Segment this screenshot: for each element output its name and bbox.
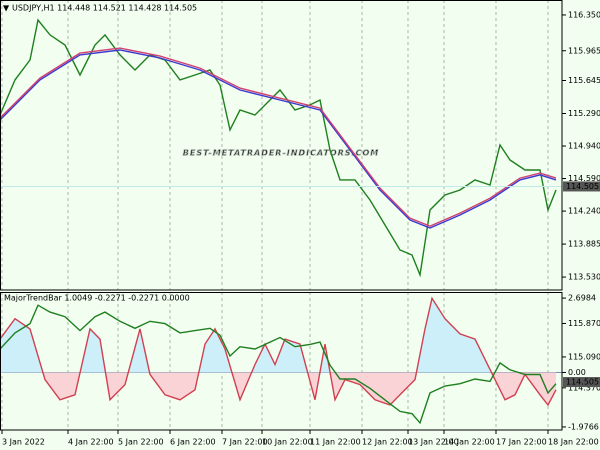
y-tick-label: 115.965 — [568, 46, 600, 55]
y-tick-label: 0.00 — [568, 368, 586, 377]
x-tick-label: 10 Jan 22:00 — [262, 438, 313, 447]
y-tick-label: 114.240 — [568, 207, 600, 216]
price-label: 114.505 — [566, 182, 599, 191]
y-tick-label: 115.870 — [568, 319, 600, 328]
y-tick-label: 113.530 — [568, 273, 600, 282]
watermark: BEST-METATRADER-INDICATORS.COM — [183, 149, 379, 158]
panel-border — [0, 0, 563, 291]
y-tick-label: 115.090 — [568, 352, 600, 361]
y-tick-label: 115.645 — [568, 76, 600, 85]
price-box — [563, 377, 600, 388]
title-arrow: ▼ — [3, 4, 10, 13]
price-label: 114.505 — [566, 378, 599, 387]
x-tick-label: 5 Jan 22:00 — [118, 438, 164, 447]
y-tick-label: 114.370 — [568, 383, 600, 392]
x-tick-label: 4 Jan 22:00 — [68, 438, 114, 447]
y-tick-label: 116.350 — [568, 10, 600, 19]
area-above — [0, 298, 492, 373]
x-tick-label: 6 Jan 22:00 — [170, 438, 216, 447]
y-tick-label: 113.885 — [568, 240, 600, 249]
y-tick-label: 114.940 — [568, 142, 600, 151]
panel-border — [0, 292, 563, 431]
x-tick-label: 7 Jan 22:00 — [222, 438, 268, 447]
x-tick-label: 14 Jan 22:00 — [444, 438, 495, 447]
series-line — [0, 304, 557, 425]
x-tick-label: 17 Jan 22:00 — [496, 438, 547, 447]
x-tick-label: 13 Jan 22:00 — [408, 438, 459, 447]
x-tick-label: 3 Jan 2022 — [2, 438, 45, 447]
indicator-title: MajorTrendBar 1.0049 -0.2271 -0.2271 0.0… — [4, 294, 190, 303]
x-tick-label: 18 Jan 22:00 — [548, 438, 599, 447]
y-tick-label: -1.9766 — [568, 422, 599, 431]
y-tick-label: 2.6984 — [568, 294, 596, 303]
series-line — [0, 296, 557, 407]
price-box — [563, 181, 600, 192]
series-line — [0, 49, 557, 229]
series-line — [0, 47, 557, 227]
x-tick-label: 12 Jan 22:00 — [362, 438, 413, 447]
chart-title: USDJPY,H1 114.448 114.521 114.428 114.50… — [12, 4, 197, 13]
x-tick-label: 11 Jan 22:00 — [310, 438, 361, 447]
area-below — [0, 372, 556, 405]
y-tick-label: 115.290 — [568, 109, 600, 118]
y-tick-label: 114.590 — [568, 174, 600, 183]
